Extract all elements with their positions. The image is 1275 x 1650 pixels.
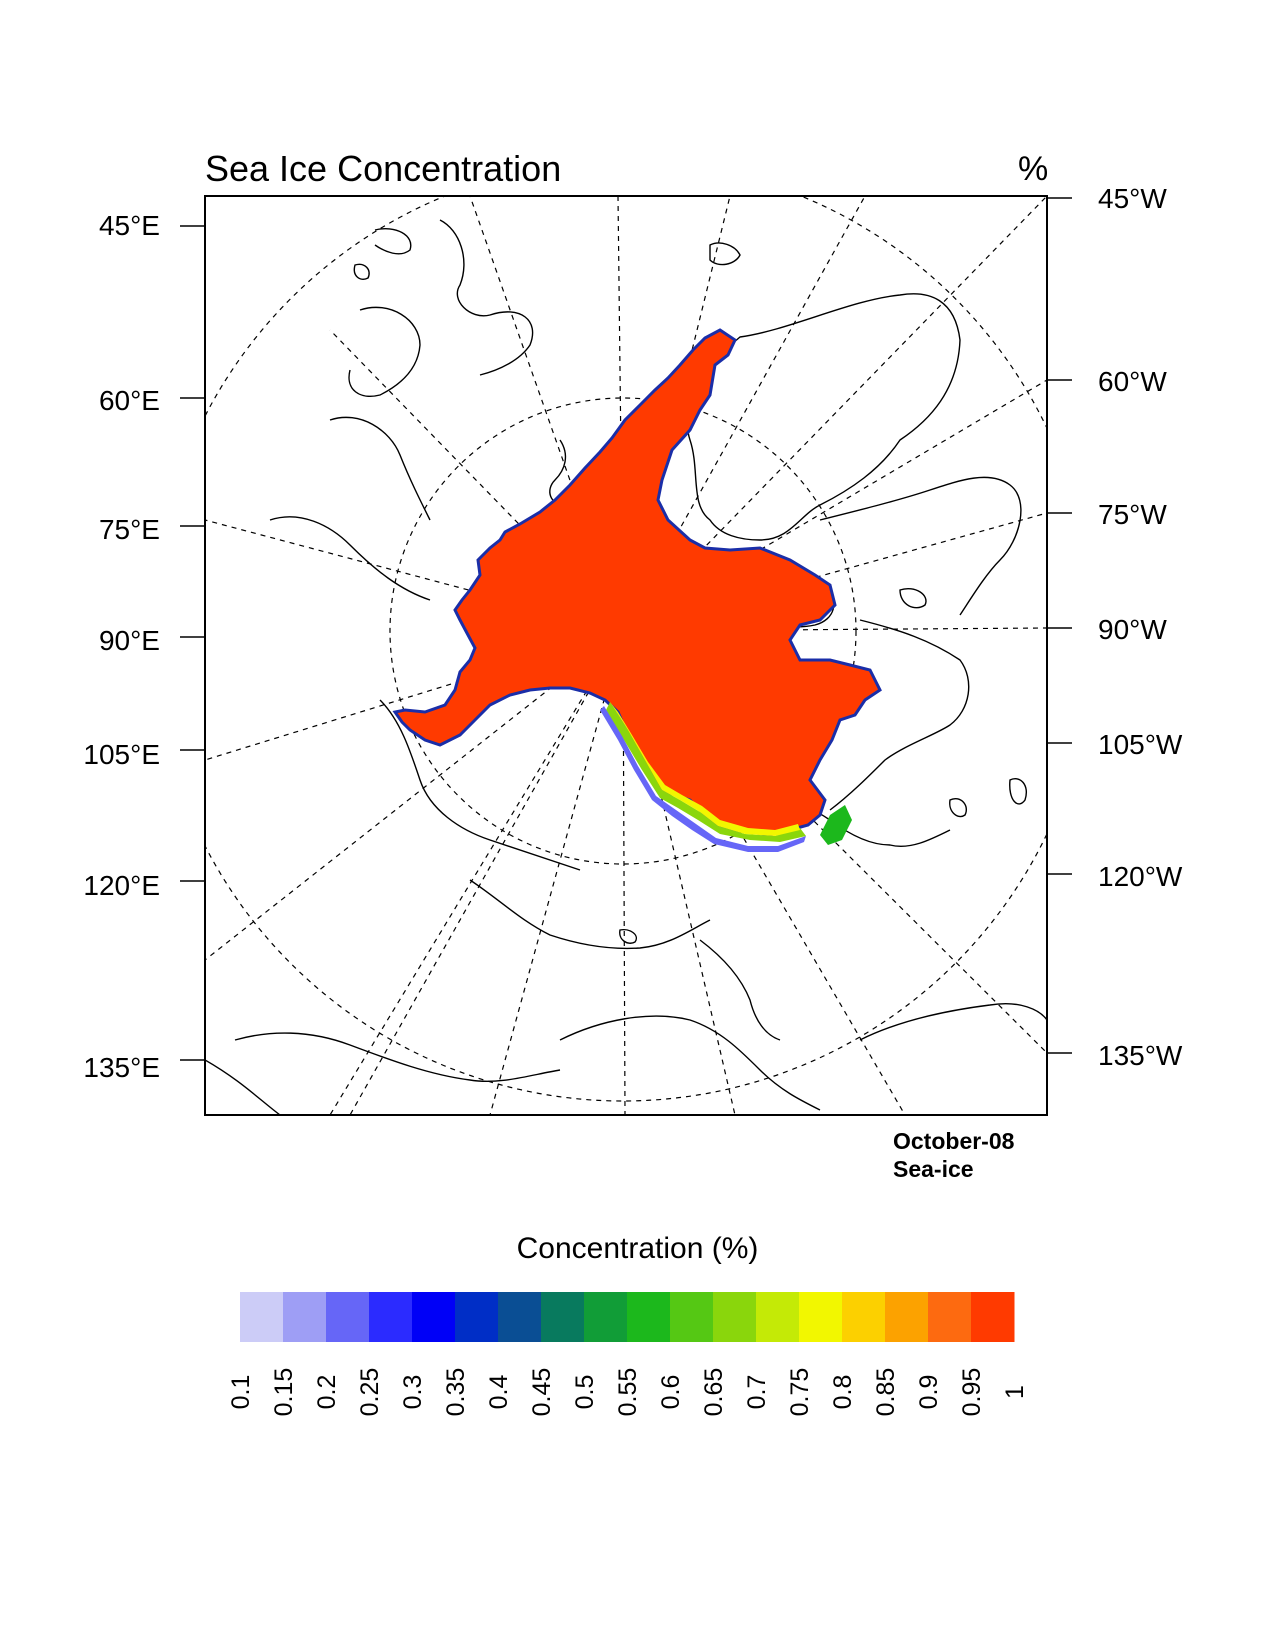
colorbar-label: 0.2 — [313, 1375, 341, 1410]
colorbar-label: 1 — [1001, 1385, 1029, 1399]
colorbar-swatch — [498, 1292, 542, 1342]
colorbar-label: 0.8 — [829, 1375, 857, 1410]
lon-label-75w: 75°W — [1098, 499, 1167, 530]
colorbar-swatch — [713, 1292, 757, 1342]
colorbar-label: 0.95 — [958, 1368, 986, 1417]
colorbar-swatch — [756, 1292, 800, 1342]
colorbar-swatch — [584, 1292, 628, 1342]
ice-edge-green — [606, 702, 806, 842]
colorbar-swatch — [455, 1292, 499, 1342]
lon-label-45w: 45°W — [1098, 183, 1167, 214]
colorbar-swatch — [971, 1292, 1015, 1342]
colorbar-label: 0.25 — [356, 1368, 384, 1417]
colorbar-label: 0.1 — [227, 1375, 255, 1410]
note-date: October-08 — [893, 1128, 1015, 1154]
lon-label-120e: 120°E — [83, 870, 160, 901]
colorbar-label: 0.65 — [700, 1368, 728, 1417]
colorbar-swatch — [326, 1292, 370, 1342]
colorbar-swatch — [885, 1292, 929, 1342]
lon-label-105w: 105°W — [1098, 729, 1183, 760]
units-label: % — [1018, 150, 1049, 188]
note-field: Sea-ice — [893, 1156, 974, 1182]
colorbar-label: 0.7 — [743, 1375, 771, 1410]
colorbar-swatch — [842, 1292, 886, 1342]
colorbar-label: 0.85 — [872, 1368, 900, 1417]
lon-label-135w: 135°W — [1098, 1040, 1183, 1071]
colorbar-title: Concentration (%) — [516, 1232, 759, 1265]
ice-edge-yellow — [610, 702, 800, 836]
colorbar-swatch — [240, 1292, 284, 1342]
colorbar-label: 0.45 — [528, 1368, 556, 1417]
colorbar-swatch — [928, 1292, 972, 1342]
colorbar-label: 0.15 — [270, 1368, 298, 1417]
lon-label-135e: 135°E — [83, 1052, 160, 1083]
colorbar-label: 0.4 — [485, 1375, 513, 1410]
lon-label-90e: 90°E — [98, 625, 160, 656]
colorbar-swatch — [627, 1292, 671, 1342]
colorbar-swatch — [283, 1292, 327, 1342]
sea-ice-patch — [820, 805, 852, 845]
colorbar-swatch — [412, 1292, 456, 1342]
colorbar-swatch — [369, 1292, 413, 1342]
colorbar-label: 0.6 — [657, 1375, 685, 1410]
colorbar-swatch — [670, 1292, 714, 1342]
colorbar-label: 0.55 — [614, 1368, 642, 1417]
lon-label-90w: 90°W — [1098, 614, 1167, 645]
colorbar-swatch — [799, 1292, 843, 1342]
lon-label-120w: 120°W — [1098, 861, 1183, 892]
map-frame — [204, 195, 1048, 1116]
lon-label-105e: 105°E — [83, 739, 160, 770]
ice-edge-blue — [600, 706, 806, 852]
colorbar-label: 0.35 — [442, 1368, 470, 1417]
colorbar-label: 0.9 — [915, 1375, 943, 1410]
axis-ticks — [180, 197, 1072, 1061]
lon-label-45e: 45°E — [98, 210, 160, 241]
colorbar-swatch — [541, 1292, 585, 1342]
colorbar-label: 0.75 — [786, 1368, 814, 1417]
map-title: Sea Ice Concentration — [205, 148, 562, 189]
colorbar-label: 0.3 — [399, 1375, 427, 1410]
lon-label-60w: 60°W — [1098, 366, 1167, 397]
lon-label-75e: 75°E — [98, 514, 160, 545]
lon-label-60e: 60°E — [98, 385, 160, 416]
colorbar-label: 0.5 — [571, 1375, 599, 1410]
